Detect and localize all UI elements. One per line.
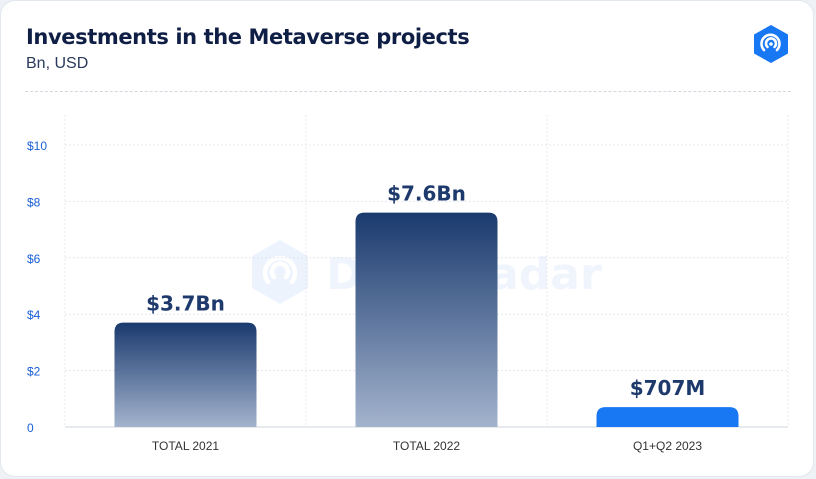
y-tick-label: $6 <box>27 252 41 266</box>
y-tick-label: $10 <box>27 139 47 153</box>
bar <box>596 407 739 427</box>
chart-title: Investments in the Metaverse projects <box>26 25 470 49</box>
y-tick-label: $2 <box>27 365 41 379</box>
y-tick-label: $8 <box>27 195 41 209</box>
header-divider <box>25 91 791 92</box>
x-category-label: TOTAL 2021 <box>152 439 219 453</box>
y-tick-label: $4 <box>27 308 41 322</box>
bar-data-label: $7.6Bn <box>387 182 466 206</box>
watermark-logo-icon <box>252 240 308 304</box>
bar-data-label: $3.7Bn <box>146 292 225 316</box>
bar <box>114 322 257 427</box>
y-tick-label: 0 <box>27 421 34 435</box>
dealroom-radar-logo-icon <box>754 25 788 63</box>
bar-data-label: $707M <box>630 376 706 400</box>
x-category-label: TOTAL 2022 <box>393 439 460 453</box>
chart-subtitle: Bn, USD <box>26 55 89 72</box>
x-category-label: Q1+Q2 2023 <box>633 439 702 453</box>
bar <box>355 212 498 427</box>
